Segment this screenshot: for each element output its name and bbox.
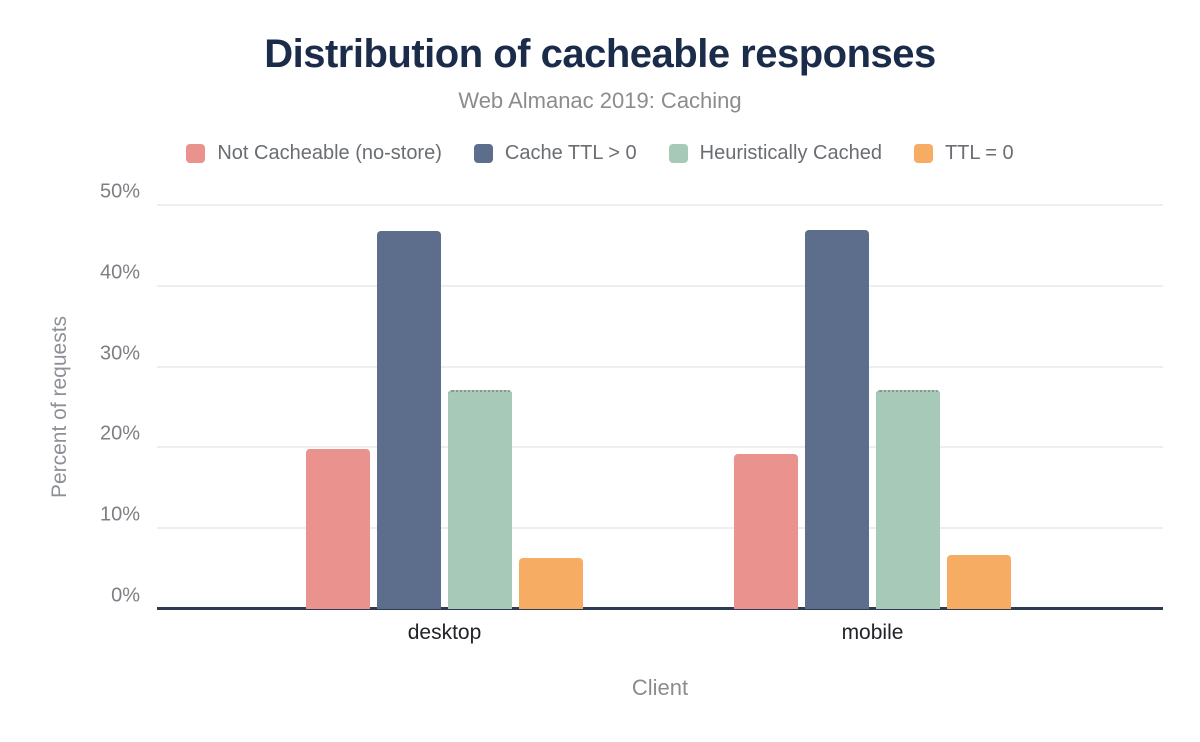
legend: Not Cacheable (no-store) Cache TTL > 0 Heu… bbox=[0, 142, 1200, 165]
legend-label: Cache TTL > 0 bbox=[504, 142, 637, 164]
legend-label: Heuristically Cached bbox=[699, 142, 882, 164]
gridline bbox=[157, 527, 1163, 530]
legend-swatch-icon bbox=[473, 144, 493, 163]
legend-item: Cache TTL > 0 bbox=[473, 142, 637, 165]
y-tick-label: 50% bbox=[99, 180, 140, 203]
legend-swatch-icon bbox=[913, 144, 933, 163]
bar-desktop-not-cacheable-no-store[interactable] bbox=[306, 449, 370, 609]
x-category-label-desktop: desktop bbox=[407, 621, 482, 644]
bar-desktop-heuristically-cached[interactable] bbox=[448, 389, 512, 609]
bar-mobile-cache-ttl-0[interactable] bbox=[805, 230, 869, 609]
legend-swatch-icon bbox=[186, 144, 206, 163]
y-tick-label: 40% bbox=[99, 261, 140, 284]
bar-desktop-cache-ttl-0[interactable] bbox=[377, 230, 441, 609]
legend-item: TTL = 0 bbox=[913, 142, 1014, 165]
x-axis-line bbox=[157, 607, 1163, 610]
x-category-label-mobile: mobile bbox=[841, 621, 904, 644]
chart-title: Distribution of cacheable responses bbox=[264, 32, 936, 76]
bar-group-mobile bbox=[734, 205, 1011, 609]
chart-subtitle: Web Almanac 2019: Caching bbox=[458, 88, 742, 113]
bar-desktop-ttl-0[interactable] bbox=[519, 558, 583, 609]
y-tick-label: 0% bbox=[111, 584, 140, 607]
bar-mobile-not-cacheable-no-store[interactable] bbox=[734, 453, 798, 609]
legend-item: Heuristically Cached bbox=[668, 142, 882, 165]
legend-item: Not Cacheable (no-store) bbox=[186, 142, 442, 165]
bar-group-desktop bbox=[306, 205, 583, 609]
x-axis-title: Client bbox=[631, 675, 689, 700]
gridline bbox=[157, 204, 1163, 206]
legend-label: TTL = 0 bbox=[944, 142, 1014, 164]
y-tick-label: 30% bbox=[99, 342, 140, 365]
y-tick-label: 10% bbox=[99, 503, 140, 526]
gridline bbox=[157, 365, 1163, 368]
bar-mobile-heuristically-cached[interactable] bbox=[876, 390, 940, 609]
legend-swatch-icon bbox=[668, 144, 688, 163]
y-tick-label: 20% bbox=[99, 422, 140, 445]
gridline bbox=[157, 284, 1163, 287]
bar-mobile-ttl-0[interactable] bbox=[947, 554, 1011, 609]
plot-area: Percent of requests Client 0% 10% 20% 30% 40… bbox=[48, 181, 1163, 700]
legend-label: Not Cacheable (no-store) bbox=[217, 142, 442, 164]
gridline bbox=[157, 446, 1163, 449]
